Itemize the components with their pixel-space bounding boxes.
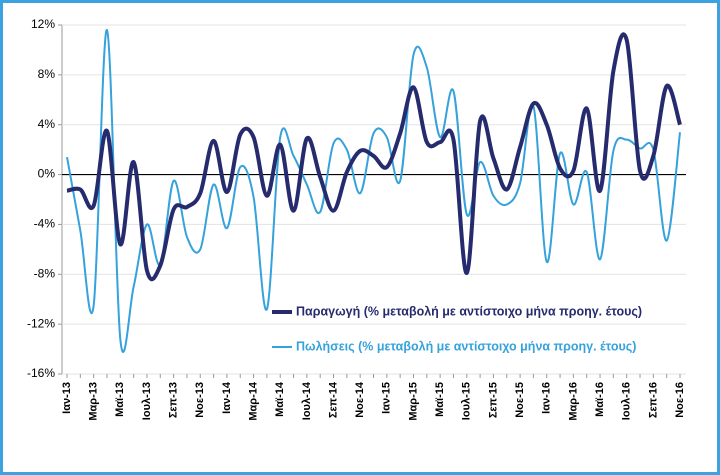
x-tick-label: Νοε-16 <box>674 382 686 418</box>
x-tick-label: Σεπ-15 <box>487 382 499 418</box>
legend-label: Παραγωγή (% μεταβολή με αντίστοιχο μήνα … <box>296 304 642 318</box>
series-line <box>66 28 681 353</box>
x-tick-label: Μαρ-15 <box>407 382 419 421</box>
x-tick-label: Ιουλ-16 <box>621 382 633 420</box>
x-tick-label: Σεπ-16 <box>647 382 659 418</box>
x-tick-label: Μαϊ-14 <box>274 381 286 417</box>
y-tick-label: 0% <box>38 167 56 181</box>
legend-label: Πωλήσεις (% μεταβολή με αντίστοιχο μήνα … <box>296 339 636 353</box>
x-tick-label: Νοε-14 <box>354 381 366 418</box>
y-tick-label: 8% <box>38 67 56 81</box>
x-tick-label: Μαϊ-13 <box>114 382 126 417</box>
x-tick-label: Νοε-15 <box>514 382 526 418</box>
x-tick-label: Ιαν-16 <box>541 382 553 414</box>
y-tick-label: 4% <box>38 117 56 131</box>
y-tick-label: -16% <box>27 366 55 380</box>
y-tick-label: 12% <box>31 17 55 31</box>
x-tick-label: Σεπ-13 <box>168 382 180 418</box>
y-tick-label: -8% <box>34 266 56 280</box>
y-tick-label: -12% <box>27 316 55 330</box>
x-tick-label: Ιαν-15 <box>381 382 393 414</box>
x-tick-label: Ιαν-14 <box>221 381 233 414</box>
x-tick-label: Μαϊ-16 <box>594 382 606 417</box>
x-tick-label: Ιουλ-14 <box>301 381 313 420</box>
x-tick-label: Μαϊ-15 <box>434 382 446 417</box>
x-tick-label: Ιαν-13 <box>61 382 73 414</box>
x-tick-label: Σεπ-14 <box>327 381 339 418</box>
x-tick-label: Ιουλ-13 <box>141 382 153 420</box>
series-line <box>66 32 682 282</box>
x-tick-label: Ιουλ-15 <box>461 382 473 420</box>
x-tick-label: Μαρ-14 <box>247 381 259 421</box>
x-tick-label: Νοε-13 <box>194 382 206 418</box>
x-tick-label: Μαρ-16 <box>567 382 579 421</box>
y-tick-label: -4% <box>34 217 56 231</box>
x-tick-label: Μαρ-13 <box>88 382 100 421</box>
